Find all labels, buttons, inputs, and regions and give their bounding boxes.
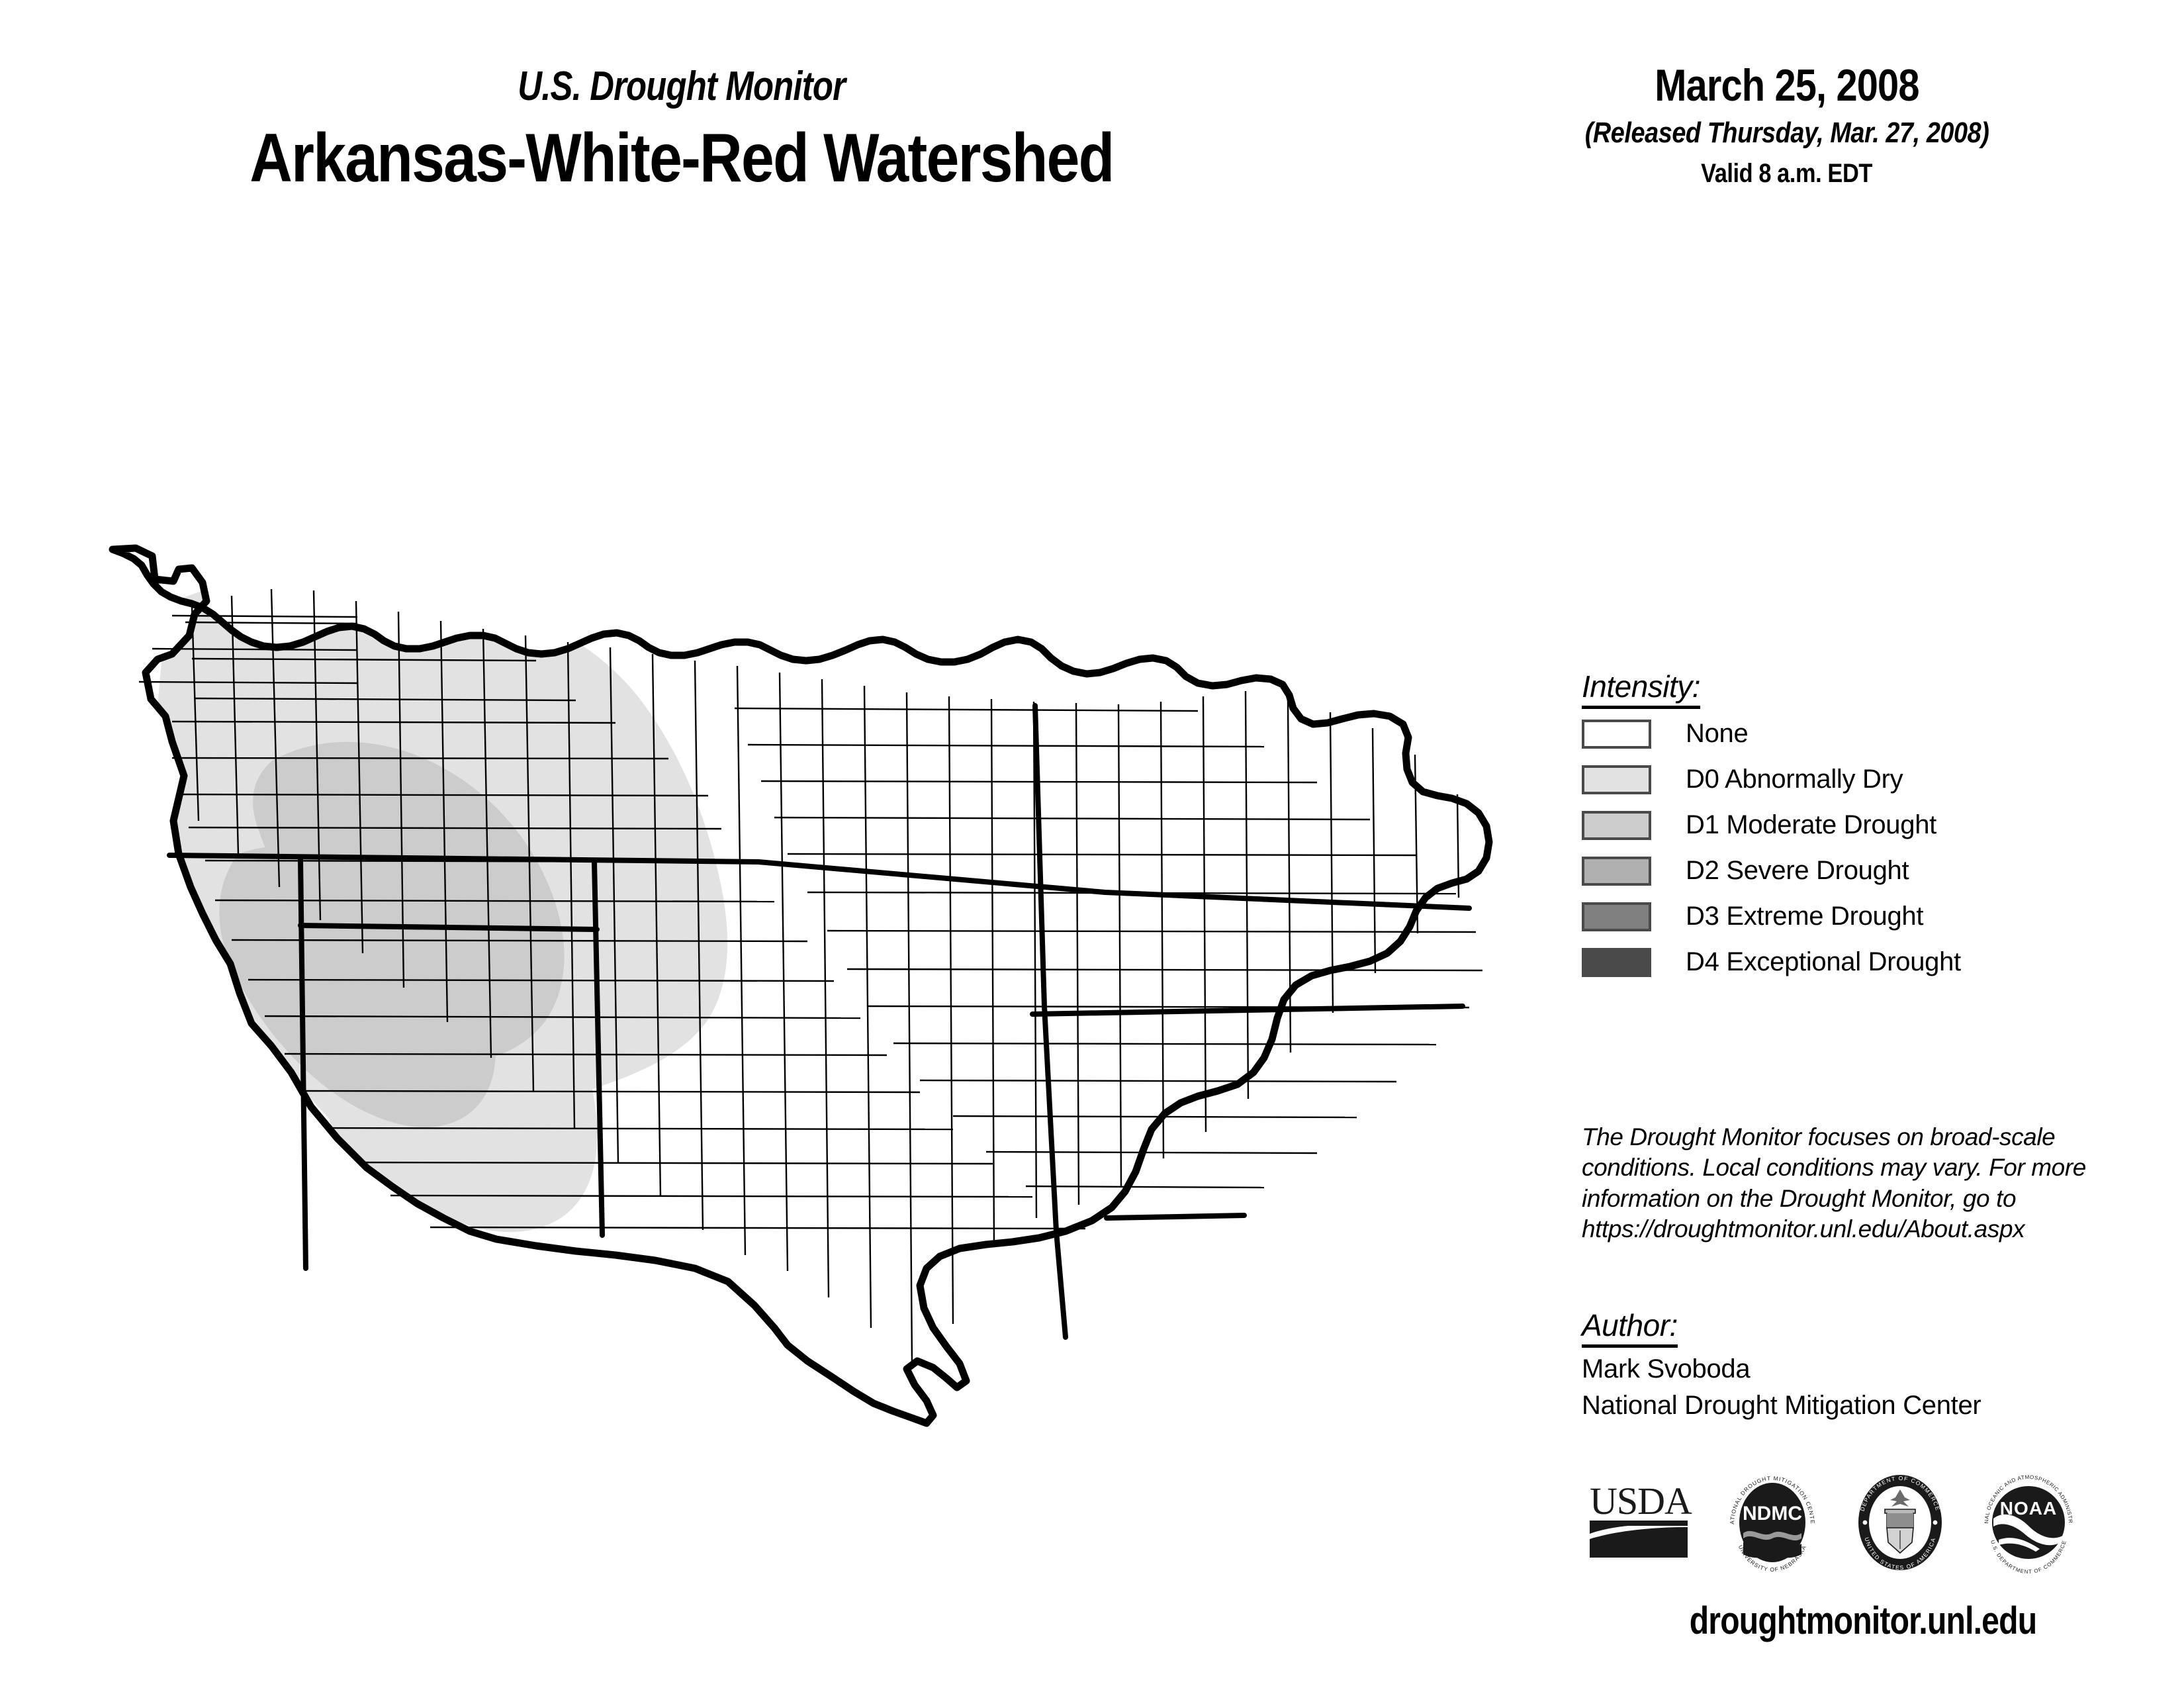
- watershed-outline: [109, 544, 1493, 1427]
- footer-url-text: droughtmonitor.unl.edu: [1689, 1599, 2037, 1642]
- valid-time: Valid 8 a.m. EDT: [1476, 159, 2098, 189]
- page-header: U.S. Drought Monitor Arkansas-White-Red …: [0, 0, 2184, 252]
- released-date: (Released Thursday, Mar. 27, 2008): [1476, 117, 2098, 150]
- legend-swatch-d3: [1582, 902, 1651, 931]
- author-title: Author:: [1582, 1307, 1678, 1348]
- disclaimer-link[interactable]: https://droughtmonitor.unl.edu/About.asp…: [1582, 1215, 2025, 1243]
- legend-label-d1: D1 Moderate Drought: [1686, 810, 1936, 839]
- valid-date: March 25, 2008: [1476, 60, 2098, 111]
- disclaimer-line-1: The Drought Monitor focuses on broad-sca…: [1582, 1123, 2056, 1150]
- drought-map: [73, 543, 1522, 1430]
- page-subtitle-text: U.S. Drought Monitor: [518, 64, 846, 109]
- legend-label-d0: D0 Abnormally Dry: [1686, 765, 1903, 794]
- valid-time-text: Valid 8 a.m. EDT: [1701, 159, 1873, 188]
- intensity-legend: Intensity: None D0 Abnormally Dry D1 Mod…: [1582, 669, 2131, 983]
- drought-area-d1-south: [219, 845, 496, 1127]
- county-boundaries: [138, 588, 1483, 1364]
- author-org: National Drought Mitigation Center: [1582, 1391, 1981, 1420]
- author-name: Mark Svoboda: [1582, 1354, 1751, 1383]
- legend-item-d4: D4 Exceptional Drought: [1582, 941, 2131, 983]
- svg-text:NOAA: NOAA: [2000, 1498, 2057, 1519]
- legend-item-d1: D1 Moderate Drought: [1582, 804, 2131, 846]
- legend-label-d2: D2 Severe Drought: [1686, 856, 1909, 885]
- page-title: Arkansas-White-Red Watershed: [0, 122, 1363, 195]
- state-boundaries: [167, 703, 1472, 1340]
- legend-label-d3: D3 Extreme Drought: [1686, 902, 1924, 931]
- legend-swatch-d2: [1582, 856, 1651, 886]
- valid-date-text: March 25, 2008: [1655, 60, 1919, 111]
- page-subtitle: U.S. Drought Monitor: [0, 63, 1363, 110]
- legend-label-none: None: [1686, 719, 1749, 748]
- usda-logo: USDA: [1590, 1479, 1693, 1558]
- doc-logo: DEPARTMENT OF COMMERCE UNITED STATES OF …: [1858, 1475, 1942, 1571]
- ndmc-logo: NDMC NATIONAL DROUGHT MITIGATION CENTER …: [1723, 1472, 1815, 1573]
- legend-title: Intensity:: [1582, 669, 1701, 709]
- date-block: March 25, 2008 (Released Thursday, Mar. …: [1476, 60, 2098, 189]
- disclaimer-line-3: information on the Drought Monitor, go t…: [1582, 1184, 2017, 1212]
- legend-swatch-none: [1582, 719, 1651, 749]
- legend-item-d0: D0 Abnormally Dry: [1582, 759, 2131, 800]
- legend-label-d4: D4 Exceptional Drought: [1686, 947, 1961, 976]
- drought-fill-layer: [146, 575, 728, 1237]
- page-title-text: Arkansas-White-Red Watershed: [250, 120, 1115, 197]
- svg-text:NDMC: NDMC: [1743, 1503, 1802, 1524]
- svg-text:USDA: USDA: [1590, 1479, 1692, 1523]
- legend-item-none: None: [1582, 713, 2131, 755]
- disclaimer-line-2: conditions. Local conditions may vary. F…: [1582, 1154, 2086, 1182]
- legend-item-d2: D2 Severe Drought: [1582, 850, 2131, 892]
- noaa-logo: NOAA NATIONAL OCEANIC AND ATMOSPHERIC AD…: [1979, 1471, 2073, 1574]
- legend-item-d3: D3 Extreme Drought: [1582, 896, 2131, 937]
- disclaimer-text: The Drought Monitor focuses on broad-sca…: [1582, 1122, 2164, 1244]
- map-svg: [109, 544, 1493, 1427]
- legend-swatch-d4: [1582, 947, 1651, 977]
- legend-swatch-d0: [1582, 765, 1651, 794]
- released-date-text: (Released Thursday, Mar. 27, 2008): [1584, 117, 1989, 149]
- legend-swatch-d1: [1582, 810, 1651, 840]
- logo-row: USDA NDMC NATIONAL DROUGHT MITIGATION CE…: [1588, 1460, 2138, 1585]
- author-block: Author: Mark Svoboda National Drought Mi…: [1582, 1307, 2177, 1421]
- footer-url[interactable]: droughtmonitor.unl.edu: [1582, 1599, 2144, 1643]
